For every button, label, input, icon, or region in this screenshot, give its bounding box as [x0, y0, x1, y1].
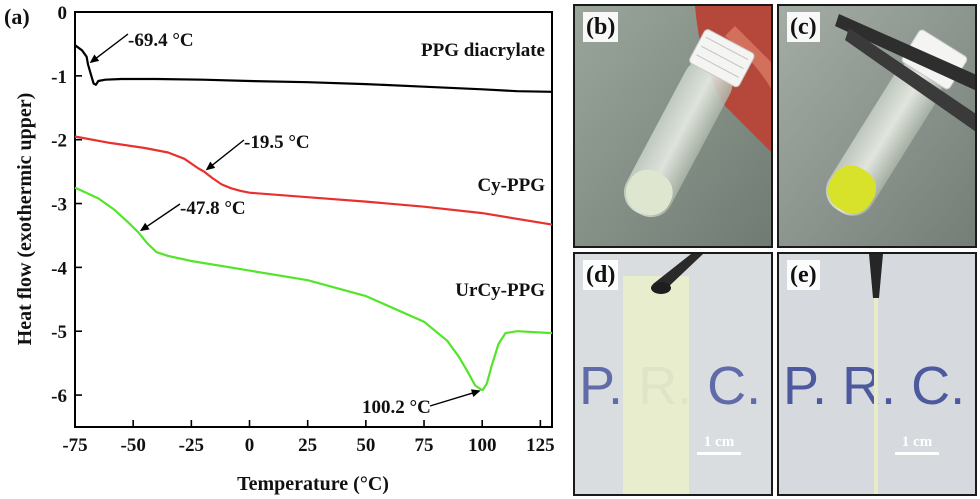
annotation-arrows [89, 33, 481, 407]
annotation-label-2: -47.8 °C [180, 198, 246, 219]
series-line-0 [74, 44, 553, 93]
series-label-1: Cy-PPG [477, 175, 545, 196]
x-tick-label: 0 [245, 435, 255, 456]
y-tick-label: -2 [51, 131, 67, 152]
x-tick-label: 25 [298, 435, 317, 456]
series-line-2 [74, 186, 553, 392]
annotation-label-0: -69.4 °C [128, 30, 194, 51]
annotation-label-3: 100.2 °C [362, 397, 431, 418]
x-tick-label: 50 [356, 435, 375, 456]
photo-d-scale-line [697, 452, 741, 455]
y-tick-label: 0 [58, 3, 68, 24]
annotation-label-1: -19.5 °C [244, 132, 310, 153]
annotations: -69.4 °C -19.5 °C -47.8 °C 100.2 °C [128, 30, 431, 418]
annotation-arrow-1 [209, 139, 245, 168]
annotation-arrow-2 [144, 203, 181, 229]
y-axis: 0 -1 -2 -3 -4 -5 -6 [51, 3, 82, 407]
film-photo-d-image: P. R. C. [575, 254, 771, 494]
photo-c: (c) [777, 4, 977, 248]
y-axis-label: Heat flow (exothermic upper) [14, 93, 36, 346]
series-lines [74, 44, 553, 392]
x-tick-label: 75 [415, 435, 434, 456]
photo-d-label: (d) [583, 260, 619, 290]
dsc-chart: (a) 0 -1 -2 -3 -4 -5 -6 -75 -50 -25 0 25 50 75 100 125… [4, 3, 555, 495]
vial-photo-c-image [779, 6, 975, 246]
y-tick-label: -6 [51, 386, 67, 407]
series-line-1 [74, 135, 553, 226]
photo-e-scale-bar: 1 cm [895, 434, 939, 455]
vial-photo-b-image [575, 6, 771, 246]
photo-d-scale-bar: 1 cm [697, 434, 741, 455]
x-axis: -75 -50 -25 0 25 50 75 100 125 [62, 420, 555, 456]
series-label-0: PPG diacrylate [421, 40, 545, 61]
x-tick-label: -50 [121, 435, 146, 456]
photo-d: P. R. C. (d) 1 cm [573, 252, 773, 496]
annotation-arrowhead-0 [89, 54, 100, 64]
annotation-arrowhead-3 [470, 389, 481, 397]
photo-e: P. R. C. (e) 1 cm [777, 252, 977, 496]
y-tick-label: -1 [51, 67, 67, 88]
photo-e-scale-line [895, 452, 939, 455]
photo-b: (b) [573, 4, 773, 248]
photo-e-label: (e) [787, 260, 820, 290]
y-tick-label: -4 [51, 258, 67, 279]
y-tick-label: -5 [51, 322, 67, 343]
photo-e-scale-label: 1 cm [901, 434, 933, 450]
x-axis-label: Temperature (°C) [237, 473, 389, 495]
series-label-2: UrCy-PPG [455, 280, 545, 301]
x-tick-label: 125 [526, 435, 555, 456]
x-tick-label: 100 [468, 435, 497, 456]
annotation-arrow-3 [429, 391, 476, 407]
annotation-arrow-0 [93, 33, 129, 61]
annotation-arrowhead-2 [139, 222, 150, 232]
x-tick-label: -25 [179, 435, 204, 456]
panel-a-label: (a) [4, 4, 30, 29]
photo-b-label: (b) [583, 12, 619, 42]
photo-c-label: (c) [787, 12, 820, 42]
annotation-arrowhead-1 [205, 161, 216, 171]
fiber-photo-e-image: P. R. C. [779, 254, 975, 494]
photo-d-scale-label: 1 cm [703, 434, 735, 450]
series-labels: PPG diacrylate Cy-PPG UrCy-PPG [421, 40, 545, 301]
plot-frame [74, 11, 553, 428]
y-tick-label: -3 [51, 195, 67, 216]
x-tick-label: -75 [62, 435, 87, 456]
